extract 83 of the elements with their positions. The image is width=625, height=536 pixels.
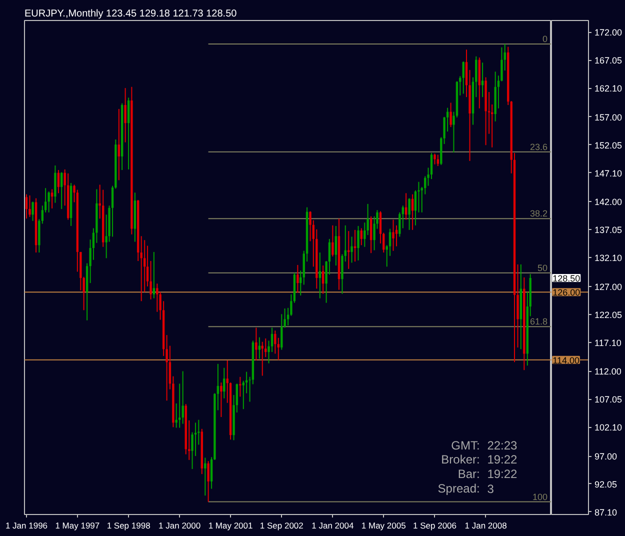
- y-tick-label: 127.00: [594, 282, 622, 292]
- series-label: 23.6: [530, 142, 548, 152]
- y-tick-label: 142.00: [594, 197, 622, 208]
- y-tick-label: 167.05: [594, 56, 622, 66]
- x-tick-label: 1 Jan 2004: [312, 520, 354, 530]
- candlestick: [481, 62, 484, 98]
- series-label: 61.8: [530, 316, 548, 327]
- x-tick-label: 1 Jan 1996: [5, 520, 48, 530]
- y-tick-label: 162.10: [594, 84, 622, 94]
- candlestick: [332, 224, 334, 257]
- y-tick-label: 137.05: [594, 225, 622, 236]
- annotation: Bar:: [458, 466, 480, 481]
- x-tick-label: 1 Sep 2002: [260, 520, 304, 530]
- annotation: Broker:: [441, 452, 480, 467]
- candlestick: [434, 153, 436, 165]
- y-tick-label: 147.10: [594, 168, 622, 178]
- candlestick: [322, 265, 324, 294]
- x-tick-label: 1 May 2001: [208, 520, 254, 530]
- x-tick-label: 1 Jan 2000: [158, 520, 201, 530]
- annotation: 3: [487, 482, 494, 496]
- candlestick: [277, 337, 280, 360]
- candlestick: [223, 367, 226, 399]
- candlestick: [318, 252, 322, 299]
- annotation: Spread:: [438, 481, 480, 496]
- candlestick: [350, 236, 353, 264]
- candlestick: [436, 154, 440, 167]
- y-tick-label: 107.05: [594, 394, 622, 405]
- series-label: 38.2: [530, 208, 548, 219]
- candlestick: [220, 382, 222, 418]
- y-tick-label: 92.05: [594, 479, 618, 490]
- candlestick: [178, 383, 181, 428]
- candlestick: [255, 327, 258, 361]
- series-label: 50: [537, 262, 548, 273]
- y-tick-label: 152.05: [594, 140, 622, 150]
- series-label: 0: [542, 34, 548, 44]
- y-tick-label: 132.10: [594, 253, 622, 264]
- candlestick: [207, 460, 210, 502]
- candlestick: [28, 194, 31, 218]
- candlestick: [124, 88, 126, 143]
- candlestick: [152, 251, 156, 299]
- annotation: 22:23: [487, 438, 518, 452]
- candlestick: [48, 190, 50, 213]
- y-tick-label: 112.00: [594, 366, 622, 377]
- ref-line-label: 114.00: [552, 355, 580, 366]
- candlestick: [334, 225, 338, 266]
- candlestick: [357, 225, 360, 261]
- candlestick: [25, 194, 28, 220]
- chart-title: EURJPY.,Monthly 123.45 129.18 121.73 128.50: [24, 8, 238, 20]
- x-tick-label: 1 May 1997: [55, 520, 100, 530]
- candlestick: [127, 97, 130, 170]
- candlestick: [392, 219, 394, 252]
- candlestick: [118, 108, 120, 181]
- candlestick: [182, 370, 184, 424]
- candlestick: [54, 164, 56, 204]
- candlestick: [360, 228, 363, 246]
- candlestick: [50, 188, 54, 209]
- candlestick: [462, 60, 464, 94]
- annotation: 19:22: [487, 466, 518, 481]
- annotation: 19:22: [487, 452, 518, 467]
- y-tick-label: 102.10: [594, 422, 622, 433]
- y-tick-label: 87.10: [594, 507, 618, 518]
- candlestick: [239, 376, 242, 398]
- candlestick: [60, 172, 63, 210]
- ref-line-label: 126.00: [552, 288, 580, 298]
- candlestick: [370, 216, 372, 254]
- y-tick-label: 97.00: [594, 452, 618, 462]
- y-tick-label: 117.10: [594, 338, 622, 348]
- x-tick-label: 1 Sep 1998: [106, 520, 151, 530]
- candlestick: [57, 170, 60, 194]
- y-tick-label: 122.05: [594, 310, 622, 320]
- candlestick: [32, 201, 34, 222]
- x-tick-label: 1 May 2005: [361, 520, 406, 530]
- candlestick: [408, 198, 410, 230]
- y-tick-label: 172.00: [594, 28, 622, 38]
- annotation: GMT:: [451, 438, 480, 452]
- candlestick: [450, 102, 452, 128]
- x-tick-label: 1 Jan 2008: [464, 520, 508, 530]
- y-tick-label: 157.00: [594, 112, 622, 122]
- candlestick: [296, 264, 299, 294]
- candlestick: [204, 457, 206, 496]
- text: 128.50: [552, 273, 580, 284]
- series-label: 100: [532, 492, 548, 502]
- x-tick-label: 1 Sep 2006: [413, 520, 457, 530]
